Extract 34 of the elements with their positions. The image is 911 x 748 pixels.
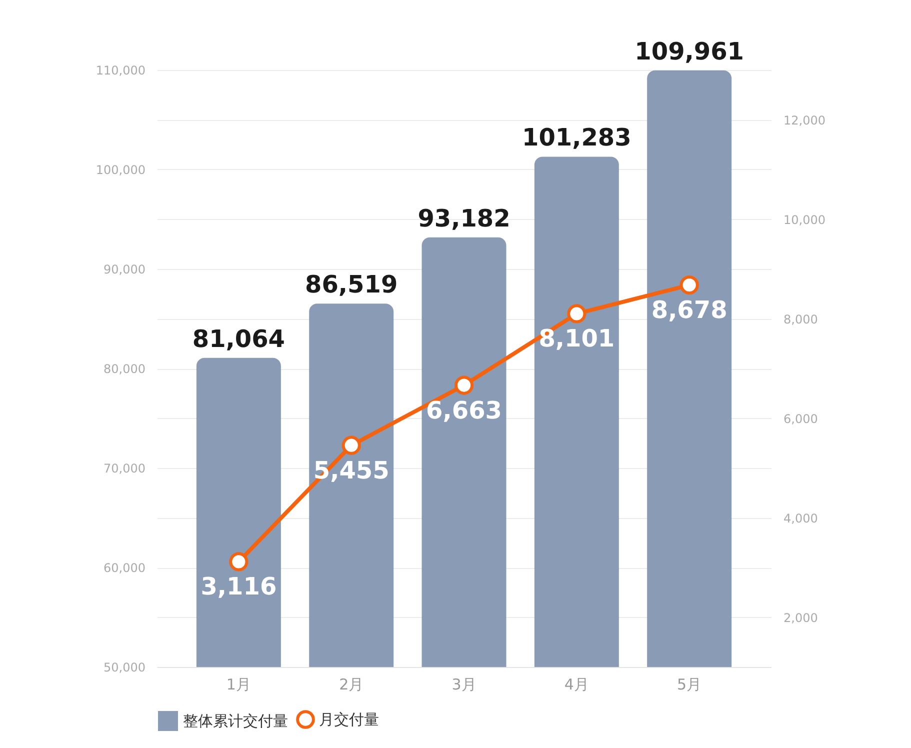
data-label: 6,663 xyxy=(426,396,502,424)
x-tick-label: 3月 xyxy=(452,676,476,694)
data-label: 8,678 xyxy=(651,296,728,324)
y-tick-label: 110,000 xyxy=(96,64,146,78)
data-label: 109,961 xyxy=(634,37,744,66)
point xyxy=(567,304,586,324)
point xyxy=(342,436,361,455)
y-tick-label: 90,000 xyxy=(104,262,146,276)
y-tick-label: 60,000 xyxy=(104,561,146,575)
data-label: 101,283 xyxy=(522,124,632,152)
x-tick-label: 5月 xyxy=(677,676,702,694)
y-tick-label: 50,000 xyxy=(104,660,146,674)
data-label: 93,182 xyxy=(418,204,510,232)
y2-tick-label: 4,000 xyxy=(784,511,818,526)
point xyxy=(229,552,248,572)
y2-tick-label: 2,000 xyxy=(784,610,818,625)
y2-tick-label: 12,000 xyxy=(784,113,826,128)
y2-tick-label: 6,000 xyxy=(784,412,818,426)
legend-label: 整体累计交付量 xyxy=(183,712,288,730)
x-tick-label: 1月 xyxy=(226,676,251,694)
legend-label: 月交付量 xyxy=(319,710,379,728)
point xyxy=(454,376,474,395)
data-label: 86,519 xyxy=(305,270,398,299)
y2-tick-label: 8,000 xyxy=(784,312,818,326)
x-tick-label: 4月 xyxy=(564,676,589,694)
data-label: 3,116 xyxy=(200,572,277,601)
x-tick-label: 2月 xyxy=(339,676,364,694)
y-tick-label: 70,000 xyxy=(104,462,146,476)
y-tick-label: 80,000 xyxy=(104,362,146,376)
y-tick-label: 100,000 xyxy=(96,163,146,177)
data-label: 81,064 xyxy=(192,324,285,353)
point xyxy=(680,275,699,295)
y2-tick-label: 10,000 xyxy=(784,212,826,227)
data-label: 8,101 xyxy=(538,324,615,353)
